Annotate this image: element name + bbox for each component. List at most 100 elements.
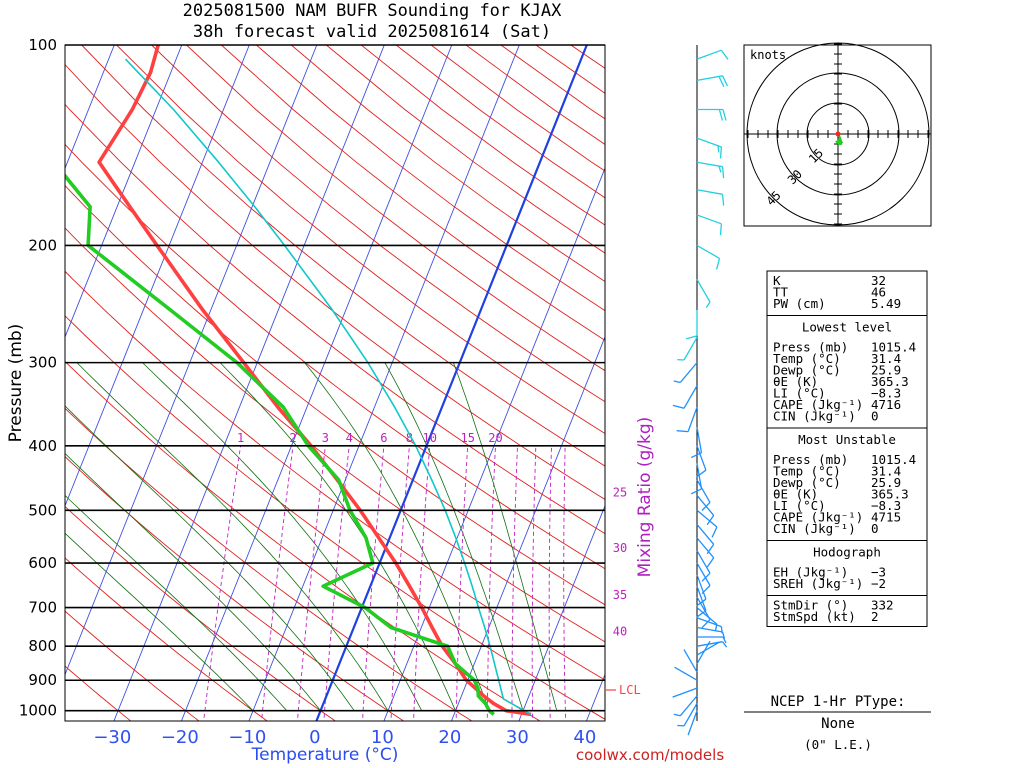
mixing-ratio-label: 35	[613, 588, 627, 602]
wind-barb-flag	[711, 526, 718, 538]
wind-barb-flag	[718, 76, 725, 88]
hodograph-trace	[835, 133, 844, 146]
mixing-ratio-label: 3	[322, 431, 329, 445]
wind-barb	[676, 406, 698, 433]
dry-adiabat-line	[65, 143, 605, 570]
wind-barb	[696, 445, 707, 478]
temperature-axis-label: Temperature (°C)	[251, 745, 399, 765]
wind-barb	[696, 523, 715, 555]
temperature-axis: −30 −20 −10 0 10 20 30 40	[93, 727, 596, 748]
index-section-title: Most Unstable	[798, 432, 896, 447]
index-label: Press (mb)	[773, 340, 848, 355]
moist-adiabat-line	[304, 362, 490, 711]
isotherm-line	[65, 45, 183, 339]
index-value: 4716	[871, 397, 901, 412]
temperature-tick-label: 40	[573, 727, 596, 748]
pressure-tick-label: 600	[28, 554, 57, 572]
dry-adiabat-line	[65, 505, 337, 721]
wind-barb	[696, 626, 726, 639]
wind-barb	[696, 585, 707, 618]
wind-barb-staff	[696, 49, 722, 60]
wind-barb-staff	[679, 695, 698, 717]
index-label: Press (mb)	[773, 452, 848, 467]
pressure-tick-label: 400	[28, 437, 57, 455]
wind-barb	[696, 537, 715, 568]
wind-barb-staff	[672, 687, 698, 698]
wind-barb-flag	[722, 109, 727, 121]
wind-barb-flag	[722, 636, 727, 644]
wind-barb-flag	[672, 404, 685, 409]
wind-barb	[696, 161, 725, 179]
wind-barb-staff	[696, 479, 711, 503]
wind-barb-flag	[715, 258, 721, 270]
wind-barb-staff	[679, 362, 698, 383]
moist-adiabat-line	[219, 362, 456, 711]
mixing-ratio-line	[203, 445, 242, 721]
index-value: 365.3	[871, 374, 909, 389]
index-label: StmDir (°)	[773, 598, 848, 613]
isotherm-line	[383, 167, 605, 721]
dry-adiabat-line	[81, 45, 605, 467]
wind-barb-flag	[696, 610, 707, 618]
wind-barb	[696, 214, 723, 236]
mixing-ratio-label: 4	[346, 431, 353, 445]
wind-barb-staff	[696, 161, 723, 168]
mixing-ratio-label: 15	[460, 431, 474, 445]
wind-barb	[696, 137, 723, 159]
mixing-ratio-axis-label: Mixing Ratio (g/kg)	[635, 417, 655, 578]
wind-barb-flag	[673, 713, 681, 717]
index-value: 31.4	[871, 464, 901, 479]
mixing-ratio-line	[455, 445, 469, 721]
wind-barb-flag	[705, 301, 711, 308]
mixing-ratio-line	[390, 445, 410, 721]
index-label: θE (K)	[773, 487, 818, 502]
wind-barb	[673, 695, 698, 717]
wind-barb-flag	[714, 624, 718, 631]
wind-barb-flag	[701, 619, 711, 629]
index-value: 32	[871, 273, 886, 288]
mixing-ratio-label: 30	[613, 541, 627, 555]
wind-barbs	[672, 45, 729, 736]
wind-barb-staff	[687, 406, 698, 432]
index-value: 25.9	[871, 475, 901, 490]
index-section-title: Lowest level	[802, 320, 892, 335]
wind-barb-staff	[696, 523, 715, 545]
index-label: PW (cm)	[773, 296, 826, 311]
wind-barb-flag	[673, 380, 681, 384]
wind-barb	[696, 509, 718, 538]
pressure-axis-label: Pressure (mb)	[6, 324, 26, 443]
wind-barb-flag	[720, 626, 723, 634]
isotherm-line	[65, 45, 250, 507]
mixing-ratio-label: 20	[488, 431, 502, 445]
wind-barb-staff	[696, 585, 707, 611]
wind-barb	[677, 337, 698, 361]
mixing-ratio-labels: 1 2 3 4 6 8 10 15 20 25 30 35 40	[237, 431, 627, 639]
index-label: EH (Jkg⁻¹)	[773, 565, 848, 580]
wind-barb-staff	[696, 244, 720, 259]
index-value: 1015.4	[871, 340, 916, 355]
wind-barb-staff	[683, 385, 698, 409]
wind-barb-flag	[696, 598, 707, 607]
plot-frame	[64, 44, 606, 722]
wind-barb-flag	[720, 49, 729, 60]
mixing-ratio-line	[511, 445, 518, 721]
index-value: 0	[871, 409, 879, 424]
wind-barb	[690, 463, 703, 495]
index-label: Dewp (°C)	[773, 475, 841, 490]
indices-frame	[766, 270, 928, 627]
wind-barb-flag	[690, 488, 702, 495]
wind-barb-staff	[696, 189, 723, 195]
wind-barb-staff	[683, 703, 698, 727]
wind-barb-staff	[696, 75, 723, 81]
pressure-tick-label: 700	[28, 599, 57, 617]
mixing-ratio-line	[486, 445, 496, 721]
wind-barb-staff	[696, 445, 707, 471]
wind-barb	[683, 649, 698, 673]
isotherm-line	[180, 45, 453, 721]
index-label: θE (K)	[773, 374, 818, 389]
freezing-isotherm	[315, 45, 588, 721]
dry-adiabat-line	[65, 270, 605, 681]
